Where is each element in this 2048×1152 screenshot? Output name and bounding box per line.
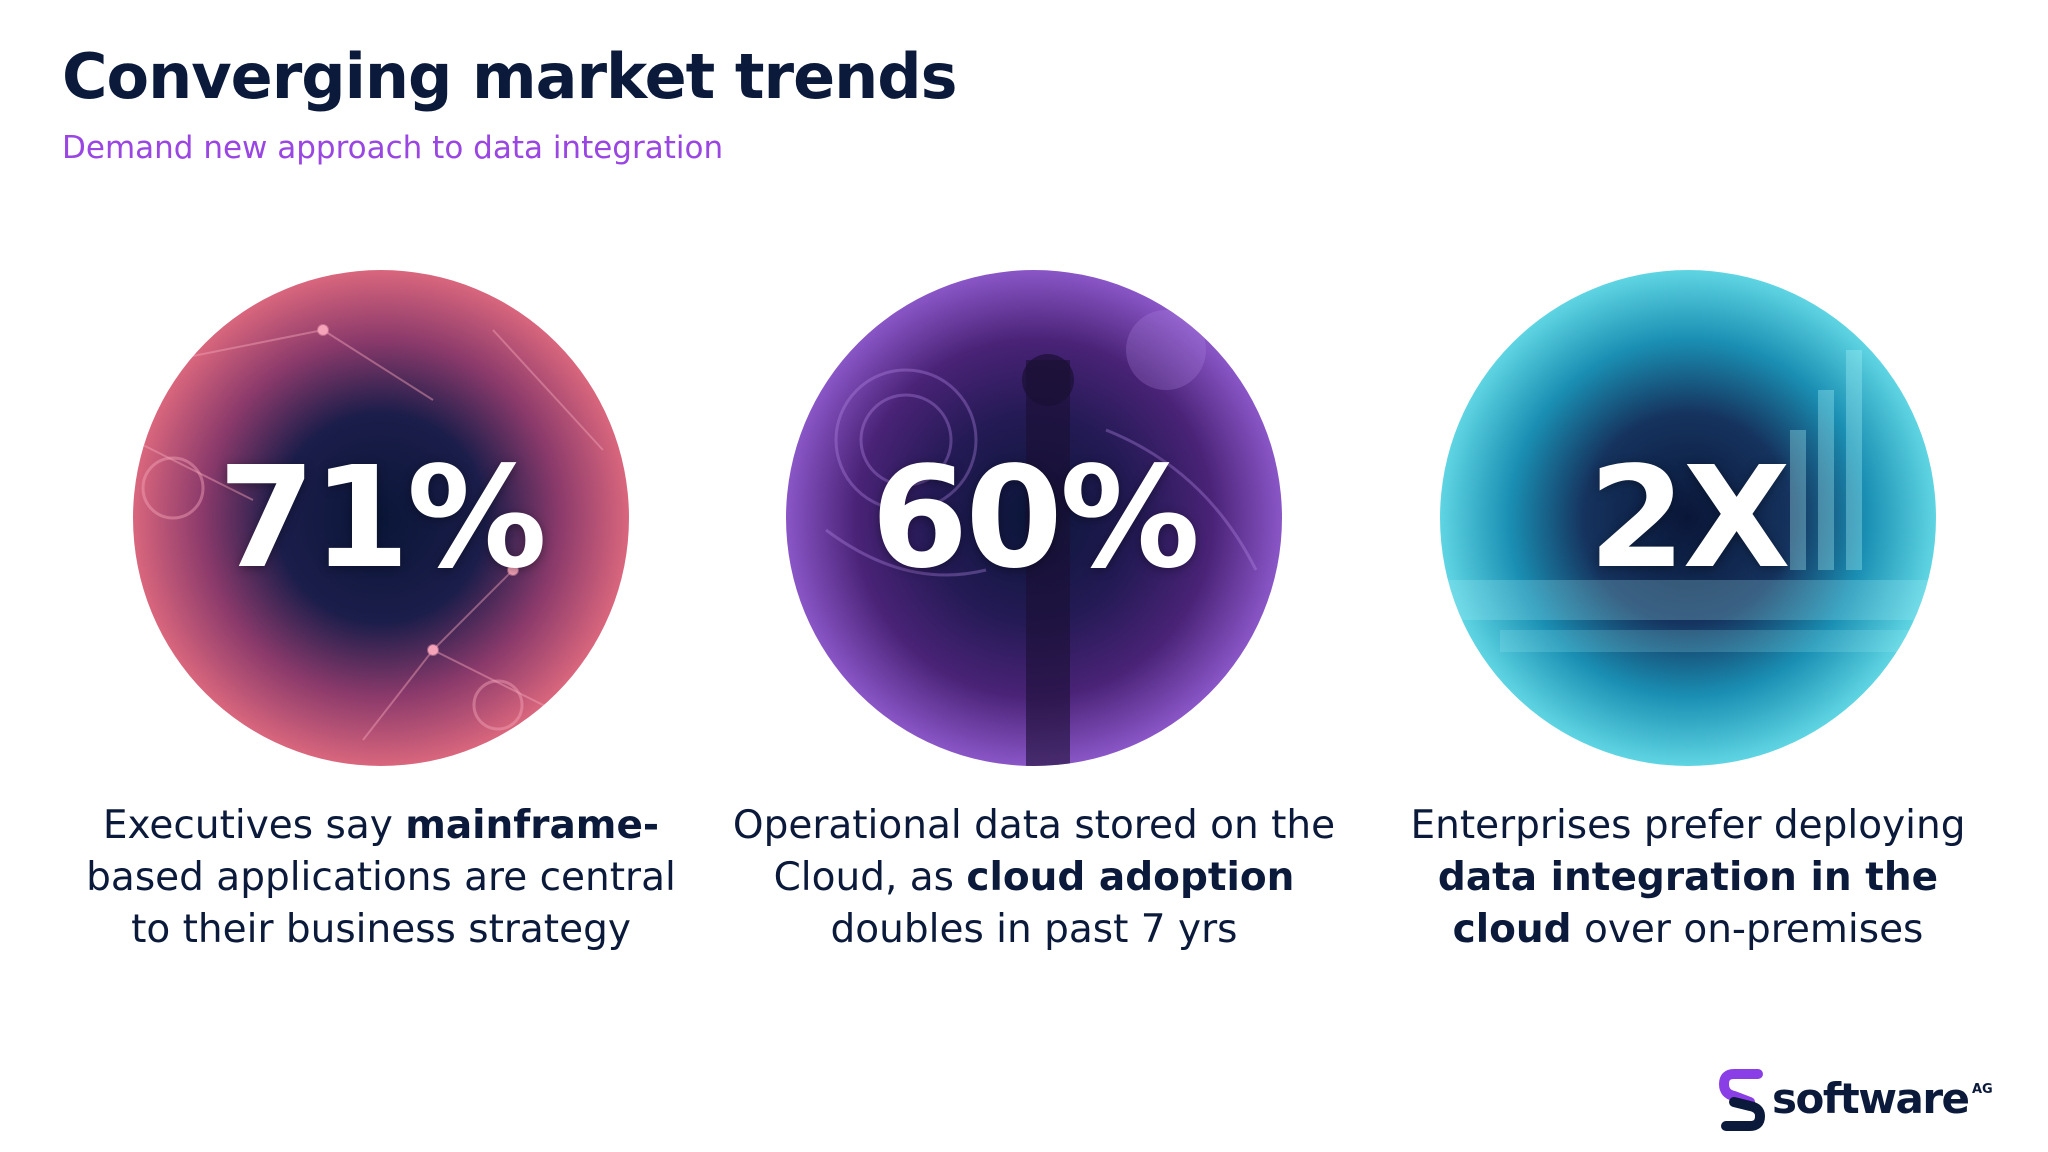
slide-title: Converging market trends xyxy=(62,40,958,113)
stat-value-3: 2X xyxy=(1588,436,1790,600)
software-ag-logo: software AG xyxy=(1718,1068,2008,1132)
stat-description-3: Enterprises prefer deploying data integr… xyxy=(1410,803,1966,952)
software-ag-s-icon xyxy=(1718,1069,1766,1131)
slide-subtitle: Demand new approach to data integration xyxy=(62,130,724,166)
stat-description-1: Executives say mainframe-based applicati… xyxy=(86,803,676,952)
logo-superscript: AG xyxy=(1972,1082,1993,1097)
circle-photo-server-network-icon xyxy=(133,270,629,766)
stat-circle-1: 71% xyxy=(133,270,629,766)
logo-wordmark: software xyxy=(1772,1074,1970,1123)
stat-description-2: Operational data stored on the Cloud, as… xyxy=(732,803,1336,952)
circle-photo-tablet-charts-icon xyxy=(1440,270,1936,766)
stat-value-1: 71% xyxy=(217,436,547,600)
stat-circle-2: 60% xyxy=(786,270,1282,766)
stat-circle-3: 2X xyxy=(1440,270,1936,766)
stat-value-2: 60% xyxy=(870,436,1200,600)
circle-photo-person-cloud-icon xyxy=(786,270,1282,766)
